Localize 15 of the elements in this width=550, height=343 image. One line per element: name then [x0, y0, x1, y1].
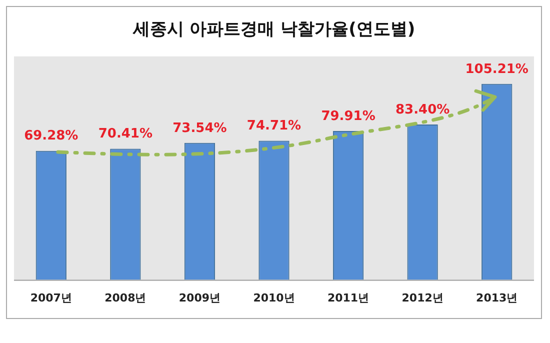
x-tick-label: 2013년: [476, 291, 518, 304]
x-tick-label: 2009년: [178, 291, 221, 304]
x-tick-label: 2012년: [402, 291, 444, 304]
data-label: 70.41%: [98, 126, 153, 142]
data-label: 83.40%: [395, 102, 450, 118]
x-tick-label: 2011년: [327, 291, 370, 304]
data-label: 79.91%: [321, 108, 376, 124]
data-label: 105.21%: [465, 62, 528, 77]
x-tick-label: 2010년: [253, 291, 295, 304]
chart-title: 세종시 아파트경매 낙찰가율(연도별): [132, 20, 416, 40]
x-tick-label: 2008년: [104, 291, 146, 304]
data-label: 69.28%: [24, 128, 78, 144]
data-label: 73.54%: [172, 120, 227, 136]
x-tick-label: 2007년: [30, 291, 72, 304]
data-label: 74.71%: [246, 118, 302, 134]
